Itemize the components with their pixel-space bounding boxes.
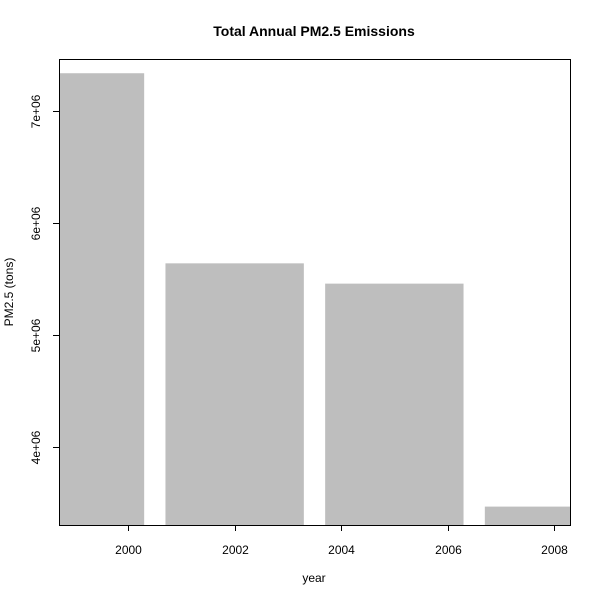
bar-2008 <box>484 506 570 525</box>
bar-1999 <box>59 73 145 526</box>
chart-title: Total Annual PM2.5 Emissions <box>213 23 415 39</box>
y-tick-label-1: 5e+06 <box>29 318 43 352</box>
bar-2002 <box>165 263 304 525</box>
x-tick-label-2004: 2004 <box>328 543 355 557</box>
x-axis-title: year <box>302 571 325 585</box>
x-tick-label-2008: 2008 <box>541 543 568 557</box>
plot-frame <box>59 59 571 526</box>
x-tick-label-2006: 2006 <box>435 543 462 557</box>
x-tick-label-2000: 2000 <box>115 543 142 557</box>
bar-2005 <box>325 283 464 525</box>
bars-layer <box>59 73 570 526</box>
y-axis-title: PM2.5 (tons) <box>2 258 16 327</box>
y-tick-label-3: 7e+06 <box>29 94 43 128</box>
axes-layer: 2000 2002 2004 2006 2008 4e+06 5e+06 6e+06 7e+06 <box>29 59 571 557</box>
y-tick-label-0: 4e+06 <box>29 430 43 464</box>
x-tick-label-2002: 2002 <box>222 543 249 557</box>
y-tick-label-2: 6e+06 <box>29 206 43 240</box>
